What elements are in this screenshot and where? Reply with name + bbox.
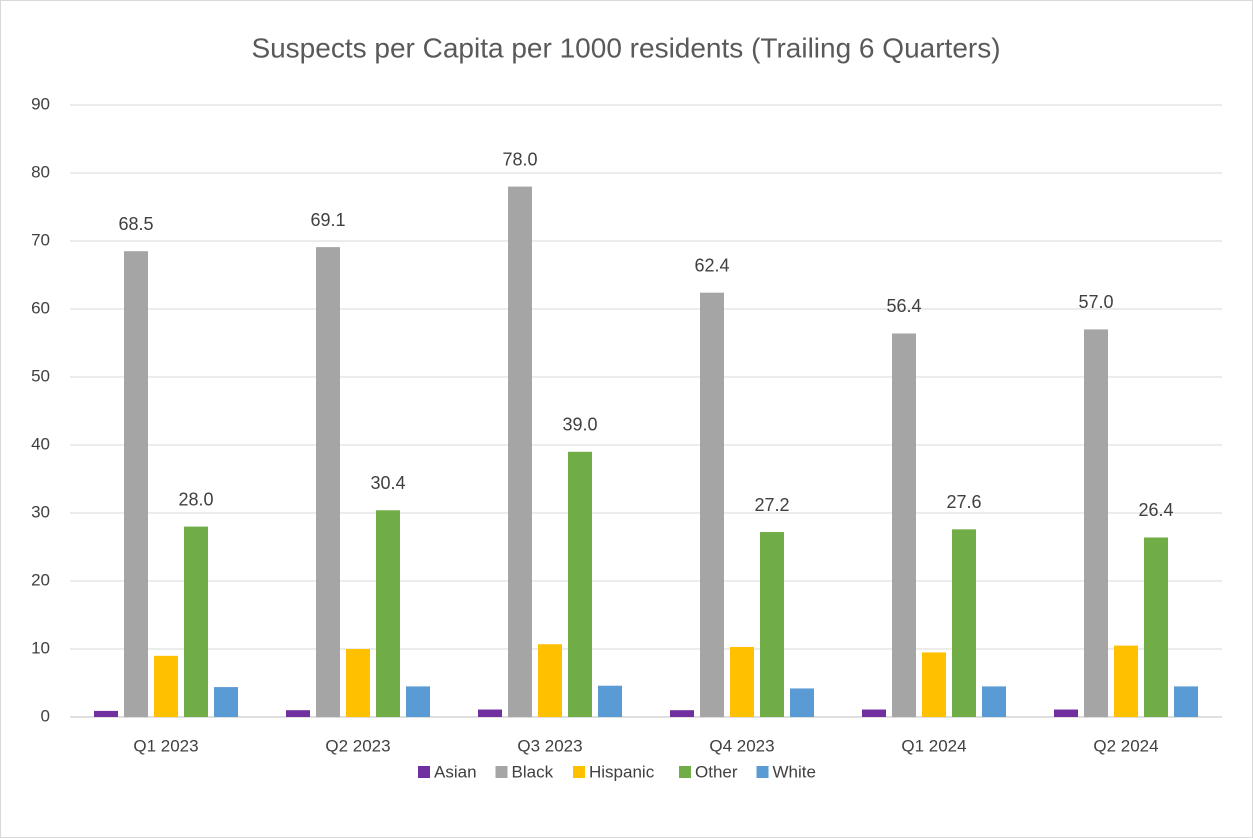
bar [94,710,118,717]
legend-swatch [495,766,508,778]
bar [730,646,754,717]
legend-swatch [756,766,769,778]
y-tick-label: 30 [31,502,50,521]
y-tick-label: 50 [31,366,50,385]
bar [1144,537,1168,717]
data-label: 28.0 [178,489,213,509]
legend-swatch [679,766,691,778]
y-tick-label: 10 [31,638,50,657]
bar [124,251,148,717]
y-tick-label: 90 [31,94,50,113]
x-tick-label: Q4 2023 [709,736,774,755]
bar [862,709,886,717]
legend-label: Asian [434,762,477,781]
bar [982,686,1006,717]
x-tick-label: Q1 2023 [133,736,198,755]
y-tick-label: 70 [31,230,50,249]
legend-label: Hispanic [589,762,655,781]
bar [346,649,370,717]
bar [406,686,430,717]
bar [892,333,916,717]
y-tick-label: 20 [31,570,50,589]
y-tick-label: 60 [31,298,50,317]
data-label: 68.5 [118,214,153,234]
legend-label: Black [512,762,554,781]
bar [700,292,724,717]
bar [1084,329,1108,717]
bar [508,186,532,718]
legend-label: White [773,762,816,781]
x-tick-label: Q3 2023 [517,736,582,755]
bar [154,655,178,717]
legend-swatch [418,766,430,778]
data-label: 27.6 [946,492,981,512]
data-label: 69.1 [310,210,345,230]
bar [790,688,814,717]
y-tick-label: 40 [31,434,50,453]
bar [316,247,340,717]
data-label: 27.2 [754,495,789,515]
bar [568,451,592,717]
legend-swatch [573,766,585,778]
bar [286,710,310,717]
data-label: 57.0 [1078,292,1113,312]
bar [538,644,562,717]
data-label: 62.4 [694,255,729,275]
bar [1114,645,1138,717]
chart-title: Suspects per Capita per 1000 residents (… [251,32,1000,63]
bar [184,526,208,717]
legend-label: Other [695,762,738,781]
x-tick-label: Q2 2023 [325,736,390,755]
bar [214,687,238,717]
bar [376,510,400,717]
y-tick-label: 0 [41,706,50,725]
data-label: 78.0 [502,149,537,169]
bar [952,529,976,717]
data-label: 56.4 [886,296,921,316]
bar [598,685,622,717]
bar [1174,686,1198,717]
data-label: 39.0 [562,415,597,435]
bar [478,709,502,717]
data-label: 30.4 [370,473,405,493]
x-tick-label: Q2 2024 [1093,736,1158,755]
y-tick-label: 80 [31,162,50,181]
x-tick-label: Q1 2024 [901,736,966,755]
bar [922,652,946,717]
bar [760,532,784,717]
data-label: 26.4 [1138,500,1173,520]
bar [1054,709,1078,717]
bar [670,710,694,717]
